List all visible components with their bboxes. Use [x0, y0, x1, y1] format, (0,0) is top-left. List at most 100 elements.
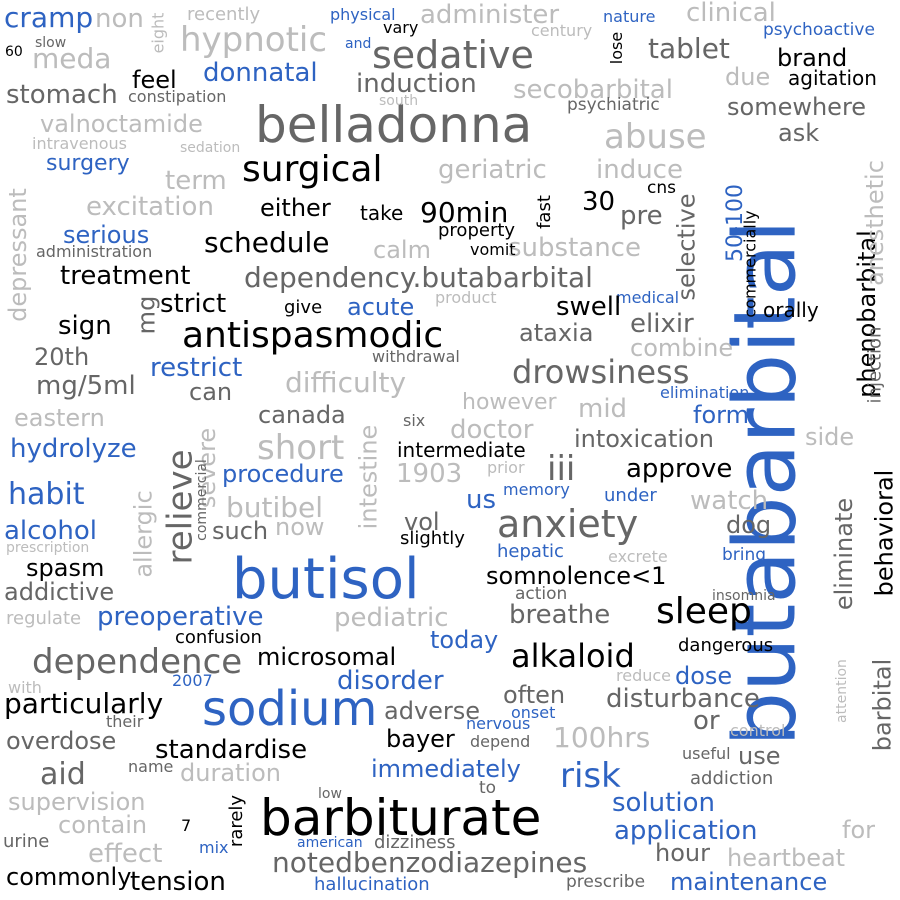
- word-control: control: [730, 721, 786, 740]
- word-mg: mg: [132, 295, 161, 335]
- word-confusion: confusion: [175, 627, 262, 648]
- word-stomach: stomach: [6, 80, 118, 110]
- word-meda: meda: [32, 42, 112, 75]
- word-either: either: [260, 194, 331, 222]
- word-antispasmodic: antispasmodic: [182, 315, 444, 356]
- word-solution: solution: [612, 788, 715, 818]
- word-30: 30: [582, 187, 616, 217]
- word-immediately: immediately: [371, 755, 521, 783]
- word-useful: useful: [682, 744, 731, 763]
- word-intoxication: intoxication: [574, 425, 714, 453]
- word-action: action: [515, 584, 568, 604]
- word-allergic: allergic: [129, 490, 158, 578]
- word-restrict: restrict: [150, 353, 243, 383]
- word-dizziness: dizziness: [374, 832, 456, 853]
- word-memory: memory: [503, 480, 570, 499]
- word-cns: cns: [647, 178, 676, 198]
- word-approve: approve: [626, 454, 733, 484]
- word-alcohol: alcohol: [4, 516, 97, 546]
- word-attention: attention: [833, 659, 850, 723]
- word-onset: onset: [511, 703, 556, 722]
- word-90min: 90min: [420, 196, 509, 229]
- word-preoperative: preoperative: [97, 602, 264, 632]
- word-supervision: supervision: [8, 788, 146, 816]
- word-induction: induction: [356, 69, 477, 99]
- word-commonly: commonly: [6, 863, 132, 891]
- word-alkaloid: alkaloid: [511, 637, 635, 675]
- word-hypnotic: hypnotic: [180, 20, 328, 60]
- word-canada: canada: [258, 401, 346, 429]
- word-name: name: [128, 757, 174, 776]
- word-valnoctamide: valnoctamide: [40, 110, 203, 138]
- word-addiction: addiction: [690, 768, 774, 789]
- word-barbiturate: barbiturate: [260, 789, 542, 847]
- word-rarely: rarely: [226, 794, 248, 848]
- word-give: give: [284, 297, 323, 318]
- word-dose: dose: [675, 662, 733, 690]
- word-physical: physical: [330, 5, 396, 24]
- word-barbital: barbital: [868, 658, 897, 752]
- word-tablet: tablet: [648, 32, 730, 65]
- word-dog: dog: [726, 511, 772, 539]
- word-calm: calm: [373, 236, 431, 264]
- word-60: 60: [5, 44, 23, 60]
- word-side: side: [805, 423, 855, 451]
- word-particularly: particularly: [4, 687, 164, 720]
- word-sedation: sedation: [180, 140, 241, 156]
- word-sleep: sleep: [656, 591, 752, 632]
- word-to: to: [479, 778, 497, 798]
- word-somewhere: somewhere: [727, 93, 867, 121]
- word-iii: iii: [547, 449, 576, 489]
- word-swell: swell: [556, 292, 622, 322]
- word-acute: acute: [347, 293, 415, 321]
- word-form: form: [693, 401, 749, 429]
- word-psychoactive: psychoactive: [763, 20, 875, 40]
- word-commercial: commercial: [193, 459, 210, 541]
- word-butibel: butibel: [226, 491, 324, 524]
- word-hour: hour: [655, 839, 710, 867]
- word-hallucination: hallucination: [314, 874, 430, 895]
- word-under: under: [604, 485, 657, 506]
- word-geriatric: geriatric: [438, 155, 547, 185]
- word-ask: ask: [778, 119, 820, 147]
- word-aid: aid: [40, 757, 86, 792]
- word-duration: duration: [180, 759, 281, 787]
- word-dangerous: dangerous: [678, 635, 774, 656]
- word-their: their: [106, 712, 144, 731]
- word-american: american: [297, 835, 363, 851]
- word-eastern: eastern: [14, 404, 105, 432]
- word-or: or: [693, 706, 720, 736]
- word-however: however: [462, 390, 557, 415]
- word-mid: mid: [578, 394, 628, 424]
- word-take: take: [360, 201, 404, 225]
- word-standardise: standardise: [155, 735, 308, 765]
- word-strict: strict: [160, 289, 227, 319]
- word-spasm: spasm: [26, 554, 105, 582]
- word-surgery: surgery: [46, 151, 130, 176]
- word-maintenance: maintenance: [670, 868, 828, 896]
- word-behavioral: behavioral: [870, 469, 899, 597]
- word-belladonna: belladonna: [255, 96, 533, 154]
- word-application: application: [614, 816, 758, 846]
- word-intravenous: intravenous: [32, 134, 127, 153]
- word-due: due: [725, 63, 771, 91]
- word-hydrolyze: hydrolyze: [10, 434, 137, 464]
- word-elixir: elixir: [630, 309, 694, 339]
- word-mix: mix: [199, 838, 229, 857]
- word-century: century: [531, 21, 593, 40]
- word-sedative: sedative: [372, 33, 534, 77]
- word-addictive: addictive: [4, 578, 115, 606]
- word-prescribe: prescribe: [566, 872, 646, 892]
- word-combine: combine: [630, 334, 734, 362]
- word-effect: effect: [88, 839, 163, 869]
- word-excitation: excitation: [86, 192, 214, 222]
- word-reduce: reduce: [616, 666, 672, 685]
- word-clinical: clinical: [686, 0, 776, 28]
- word-tension: tension: [130, 867, 226, 897]
- word-pre: pre: [620, 201, 663, 231]
- word-substance: substance: [508, 233, 641, 263]
- word-overdose: overdose: [6, 727, 117, 755]
- word-100hrs: 100hrs: [553, 721, 651, 754]
- word-elimination: elimination: [660, 383, 750, 402]
- word-somnolence: somnolence<1: [486, 562, 667, 590]
